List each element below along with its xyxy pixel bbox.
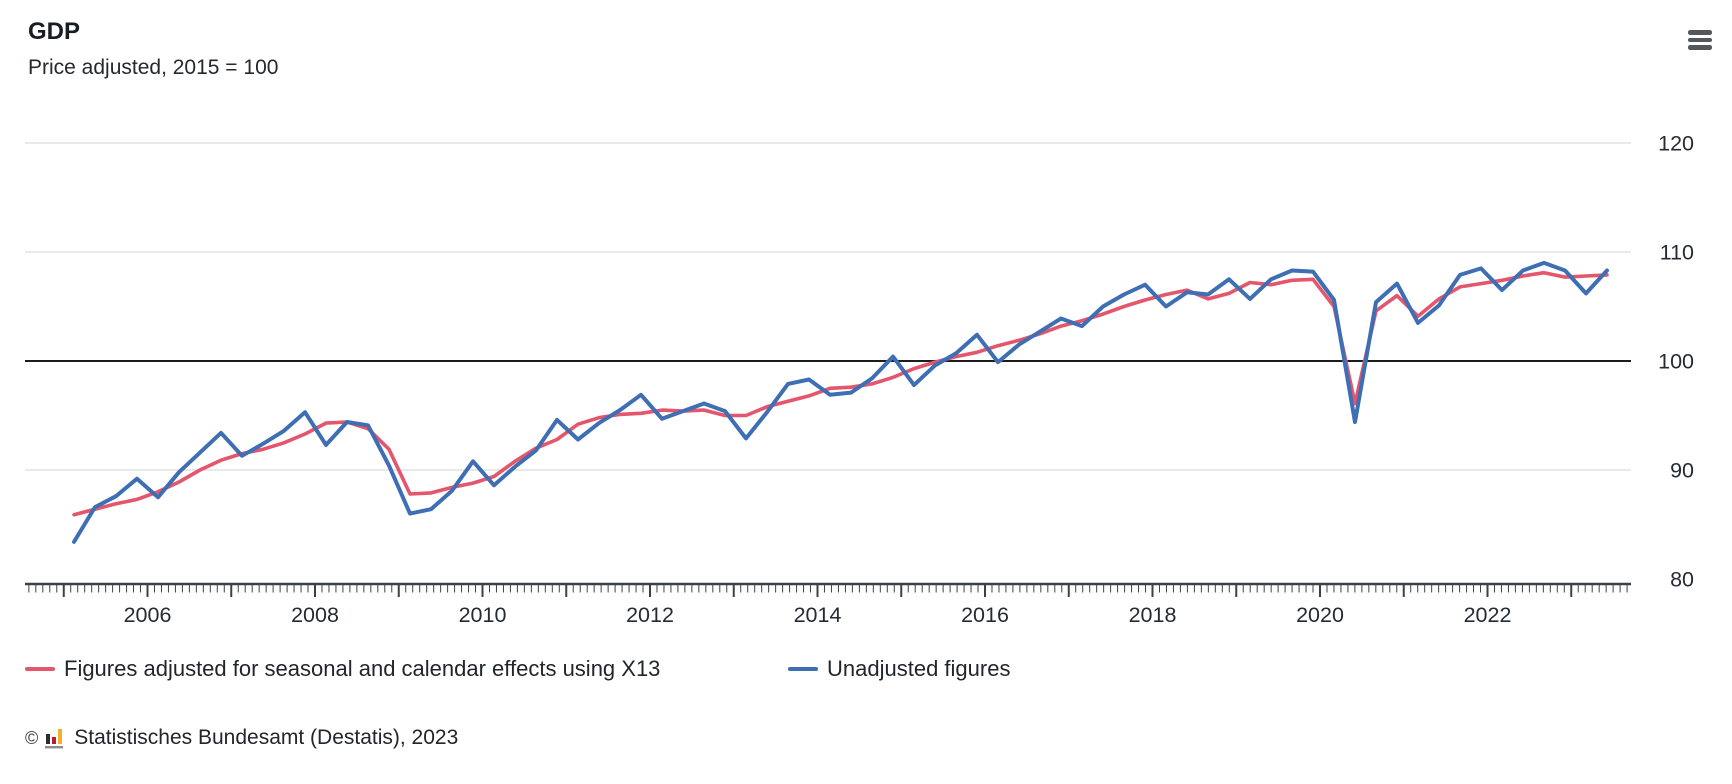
y-axis-label-120: 120 xyxy=(1658,132,1694,156)
x-axis-label-2008: 2008 xyxy=(291,603,339,627)
x-axis-label-2020: 2020 xyxy=(1296,603,1344,627)
legend-swatch-adjusted xyxy=(25,666,55,672)
x-axis-label-2006: 2006 xyxy=(124,603,172,627)
hamburger-icon xyxy=(1688,37,1712,43)
legend-swatch-unadjusted xyxy=(788,666,818,672)
y-axis-label-100: 100 xyxy=(1658,350,1694,374)
legend-label-unadjusted: Unadjusted figures xyxy=(827,656,1011,681)
y-axis-label-80: 80 xyxy=(1670,568,1694,592)
y-axis-label-90: 90 xyxy=(1670,459,1694,483)
chart-menu-button[interactable] xyxy=(1688,26,1716,54)
x-axis-label-2016: 2016 xyxy=(961,603,1009,627)
y-axis-label-110: 110 xyxy=(1660,241,1694,265)
page-title: GDP xyxy=(28,18,81,45)
hamburger-icon xyxy=(1688,45,1712,50)
series-line-unadjusted[interactable] xyxy=(72,260,1609,544)
legend-item-adjusted[interactable]: Figures adjusted for seasonal and calend… xyxy=(25,656,660,682)
x-axis-label-2022: 2022 xyxy=(1464,603,1512,627)
x-axis-label-2014: 2014 xyxy=(794,603,842,627)
line-chart: 2006 2008 2010 2012 2014 2016 2018 2020 2022 80 90… xyxy=(25,132,1694,627)
copyright-symbol: © xyxy=(25,727,39,748)
x-axis-label-2010: 2010 xyxy=(459,603,507,627)
destatis-logo-icon xyxy=(45,729,64,749)
page-subtitle: Price adjusted, 2015 = 100 xyxy=(28,56,279,79)
x-axis-label-2018: 2018 xyxy=(1129,603,1177,627)
legend-label-adjusted: Figures adjusted for seasonal and calend… xyxy=(64,656,661,681)
x-axis-label-2012: 2012 xyxy=(626,603,674,627)
legend-item-unadjusted[interactable]: Unadjusted figures xyxy=(788,656,1010,682)
hamburger-icon xyxy=(1688,30,1712,35)
source-text: Statistisches Bundesamt (Destatis), 2023 xyxy=(74,726,459,749)
series-line-adjusted[interactable] xyxy=(72,270,1609,517)
source-attribution: © Statistisches Bundesamt (Destatis), 20… xyxy=(25,726,458,750)
chart-legend: Figures adjusted for seasonal and calend… xyxy=(0,656,1732,686)
